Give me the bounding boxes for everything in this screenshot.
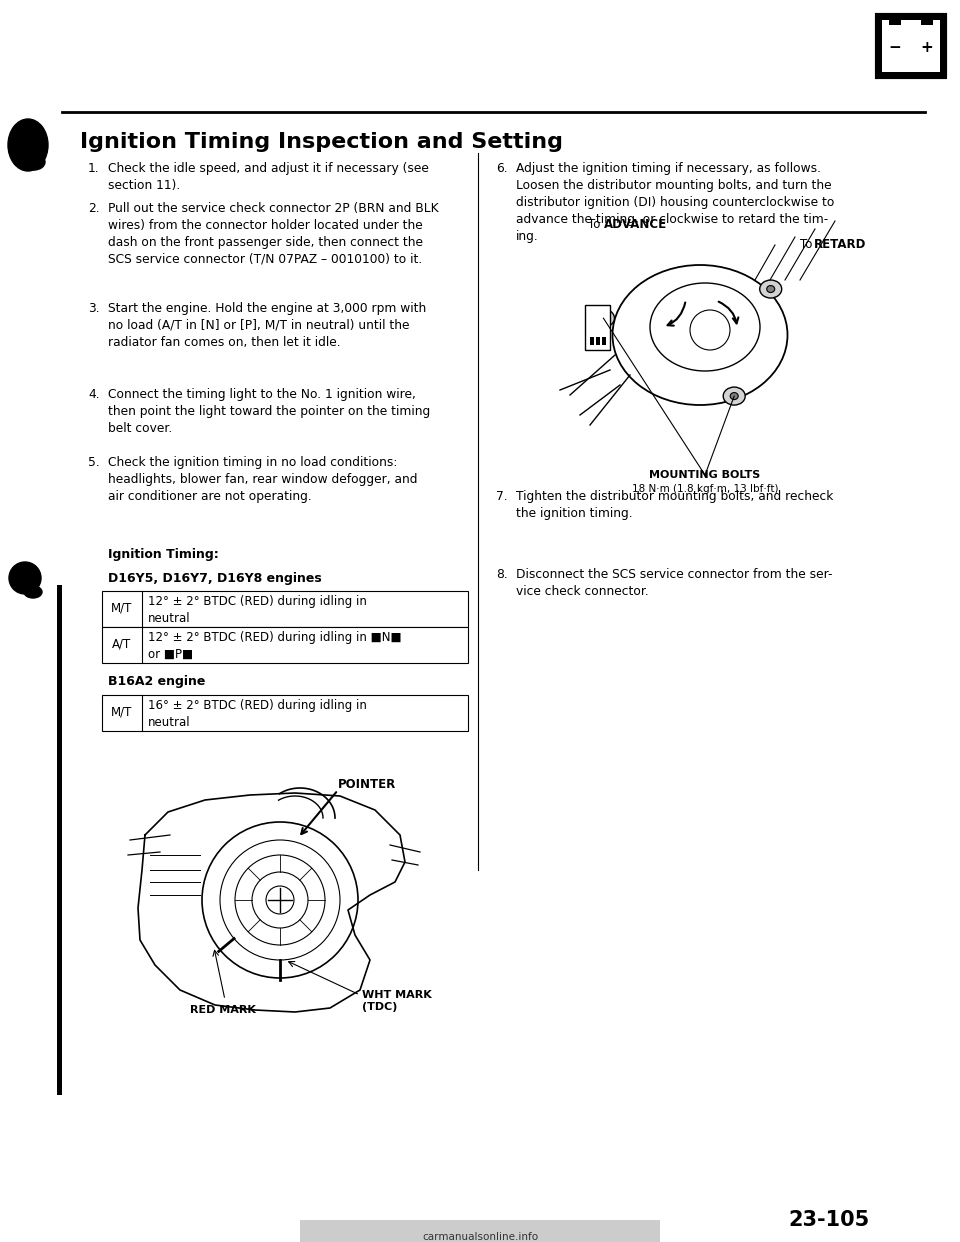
Bar xyxy=(602,337,606,345)
Bar xyxy=(590,337,594,345)
Text: +: + xyxy=(921,40,933,55)
Text: Start the engine. Hold the engine at 3,000 rpm with
no load (A/T in [N] or [P], : Start the engine. Hold the engine at 3,0… xyxy=(108,302,426,349)
Ellipse shape xyxy=(24,586,42,597)
Ellipse shape xyxy=(731,392,738,400)
Text: Adjust the ignition timing if necessary, as follows.
Loosen the distributor moun: Adjust the ignition timing if necessary,… xyxy=(516,161,834,243)
Text: A/T: A/T xyxy=(112,637,132,651)
Text: 3.: 3. xyxy=(88,302,100,315)
Text: Check the ignition timing in no load conditions:
headlights, blower fan, rear wi: Check the ignition timing in no load con… xyxy=(108,456,418,503)
Text: Tighten the distributor mounting bolts, and recheck
the ignition timing.: Tighten the distributor mounting bolts, … xyxy=(516,491,833,520)
Bar xyxy=(596,337,600,345)
Text: D16Y5, D16Y7, D16Y8 engines: D16Y5, D16Y7, D16Y8 engines xyxy=(108,573,322,585)
Ellipse shape xyxy=(767,286,775,293)
Text: Pull out the service check connector 2P (BRN and BLK
wires) from the connector h: Pull out the service check connector 2P … xyxy=(108,202,439,266)
Text: Connect the timing light to the No. 1 ignition wire,
then point the light toward: Connect the timing light to the No. 1 ig… xyxy=(108,388,430,435)
Text: RED MARK: RED MARK xyxy=(190,1005,256,1015)
Text: Ignition Timing:: Ignition Timing: xyxy=(108,548,219,561)
Bar xyxy=(102,591,468,627)
Text: To: To xyxy=(588,219,604,231)
Text: 4.: 4. xyxy=(88,388,100,401)
Text: 7.: 7. xyxy=(496,491,508,503)
Bar xyxy=(102,696,468,732)
Bar xyxy=(889,17,901,25)
Bar xyxy=(882,20,940,72)
Bar xyxy=(57,585,62,1095)
Text: WHT MARK
(TDC): WHT MARK (TDC) xyxy=(362,990,432,1011)
Ellipse shape xyxy=(592,309,614,327)
Text: To: To xyxy=(800,238,816,251)
Text: MOUNTING BOLTS: MOUNTING BOLTS xyxy=(649,469,760,479)
Text: M/T: M/T xyxy=(111,601,132,615)
Text: M/T: M/T xyxy=(111,705,132,719)
Bar xyxy=(877,15,945,77)
Text: 18 N·m (1.8 kgf·m, 13 lbf·ft): 18 N·m (1.8 kgf·m, 13 lbf·ft) xyxy=(632,484,779,494)
Text: Disconnect the SCS service connector from the ser-
vice check connector.: Disconnect the SCS service connector fro… xyxy=(516,568,832,597)
Bar xyxy=(102,627,468,663)
Ellipse shape xyxy=(8,119,48,171)
Text: 1.: 1. xyxy=(88,161,100,175)
Text: 16° ± 2° BTDC (RED) during idling in
neutral: 16° ± 2° BTDC (RED) during idling in neu… xyxy=(148,699,367,729)
Text: carmanualsonline.info: carmanualsonline.info xyxy=(422,1232,538,1242)
Text: 6.: 6. xyxy=(496,161,508,175)
Text: ADVANCE: ADVANCE xyxy=(604,219,667,231)
Text: 8.: 8. xyxy=(496,568,508,581)
Text: 2.: 2. xyxy=(88,202,100,215)
Bar xyxy=(921,17,933,25)
Text: 23-105: 23-105 xyxy=(789,1210,870,1230)
Text: RETARD: RETARD xyxy=(814,238,866,251)
Bar xyxy=(300,1220,660,1242)
Ellipse shape xyxy=(723,388,745,405)
Text: 5.: 5. xyxy=(88,456,100,469)
Bar xyxy=(585,306,610,350)
Text: POINTER: POINTER xyxy=(338,777,396,791)
Text: 12° ± 2° BTDC (RED) during idling in
neutral: 12° ± 2° BTDC (RED) during idling in neu… xyxy=(148,595,367,625)
Text: B16A2 engine: B16A2 engine xyxy=(108,674,205,688)
Text: −: − xyxy=(889,40,901,55)
Ellipse shape xyxy=(23,154,45,170)
Ellipse shape xyxy=(9,561,41,594)
Text: Ignition Timing Inspection and Setting: Ignition Timing Inspection and Setting xyxy=(80,132,563,152)
Ellipse shape xyxy=(599,314,608,322)
Text: 12° ± 2° BTDC (RED) during idling in ■N■
or ■P■: 12° ± 2° BTDC (RED) during idling in ■N■… xyxy=(148,631,401,661)
Text: Check the idle speed, and adjust it if necessary (see
section 11).: Check the idle speed, and adjust it if n… xyxy=(108,161,429,193)
Ellipse shape xyxy=(759,279,781,298)
